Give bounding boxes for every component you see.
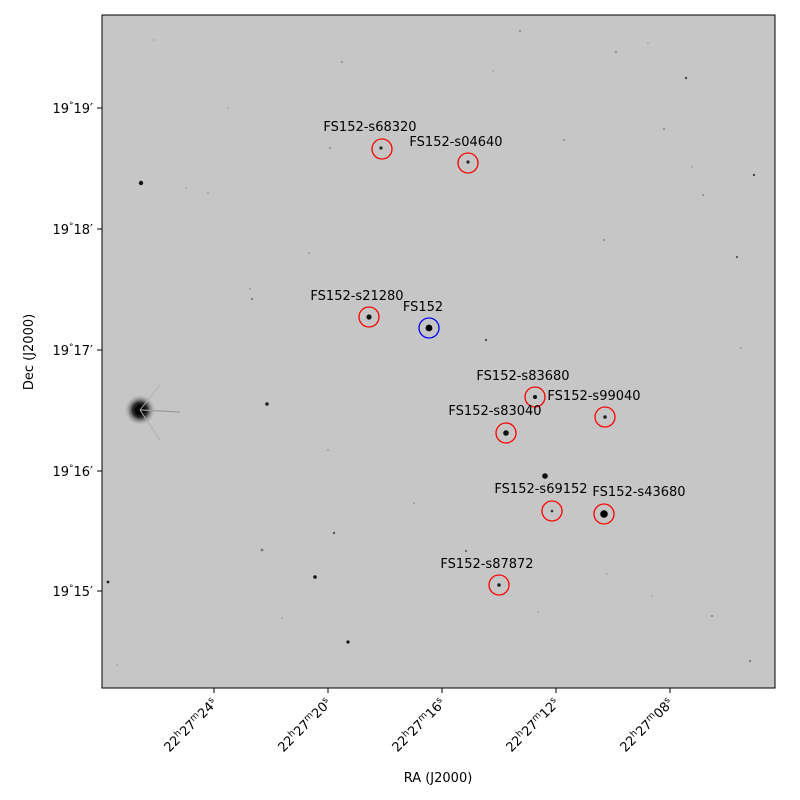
sky-image xyxy=(101,14,776,689)
comparison-label: FS152-s83040 xyxy=(448,404,541,419)
comparison-circle xyxy=(488,574,510,596)
field-stars xyxy=(106,30,756,666)
x-tick-label: 22h27m24s xyxy=(161,695,221,755)
comparison-label: FS152-s68320 xyxy=(323,120,416,135)
y-tick-label: 19°17′ xyxy=(52,343,93,359)
x-tick-label: 22h27m08s xyxy=(617,695,677,755)
comparison-marker: FS152-s87872 xyxy=(440,557,534,596)
comparison-marker: FS152-s43680 xyxy=(592,485,686,525)
comparison-circle xyxy=(371,138,393,160)
x-tick-label: 22h27m16s xyxy=(389,695,449,755)
x-tick-label: 22h27m12s xyxy=(503,695,563,755)
y-axis: 19°19′ 19°18′ 19°17′ 19°16′ 19°15′ xyxy=(52,101,102,600)
comparison-marker: FS152-s83040 xyxy=(448,404,542,444)
y-tick-label: 19°19′ xyxy=(52,101,93,117)
x-tick-label: 22h27m20s xyxy=(275,695,335,755)
comparison-circle xyxy=(594,406,616,428)
x-axis-label: RA (J2000) xyxy=(404,771,473,786)
comparison-label: FS152-s99040 xyxy=(547,389,640,404)
comparison-circle xyxy=(358,306,380,328)
plot-frame xyxy=(101,14,776,689)
comparison-label: FS152-s04640 xyxy=(409,135,502,150)
x-axis: 22h27m24s 22h27m20s 22h27m16s 22h27m12s 22h2… xyxy=(161,688,677,756)
bright-star xyxy=(124,384,181,441)
comparison-marker: FS152-s68320 xyxy=(323,120,417,160)
comparison-label: FS152-s21280 xyxy=(310,289,403,304)
y-tick-label: 19°18′ xyxy=(52,222,93,238)
comparison-marker: FS152-s21280 xyxy=(310,289,404,328)
y-tick-label: 19°15′ xyxy=(52,584,93,600)
comparison-label: FS152-s43680 xyxy=(592,485,685,500)
comparison-marker: FS152-s04640 xyxy=(409,135,503,174)
comparison-circle xyxy=(495,422,517,444)
comparison-label: FS152-s87872 xyxy=(440,557,533,572)
comparison-label: FS152-s69152 xyxy=(494,482,587,497)
comparison-circle xyxy=(524,386,546,408)
comparison-circle xyxy=(541,500,563,522)
y-tick-label: 19°16′ xyxy=(52,464,93,480)
comparison-label: FS152-s83680 xyxy=(476,369,569,384)
target-circle xyxy=(418,317,440,339)
comparison-circle xyxy=(593,503,615,525)
target-marker: FS152 xyxy=(403,300,443,339)
comparison-marker: FS152-s69152 xyxy=(494,482,588,522)
comparison-marker: FS152-s99040 xyxy=(547,389,641,428)
comparison-marker: FS152-s83680 xyxy=(476,369,570,408)
comparison-circle xyxy=(457,152,479,174)
y-axis-label: Dec (J2000) xyxy=(22,314,37,390)
target-label: FS152 xyxy=(403,300,443,315)
sky-background xyxy=(102,15,775,688)
